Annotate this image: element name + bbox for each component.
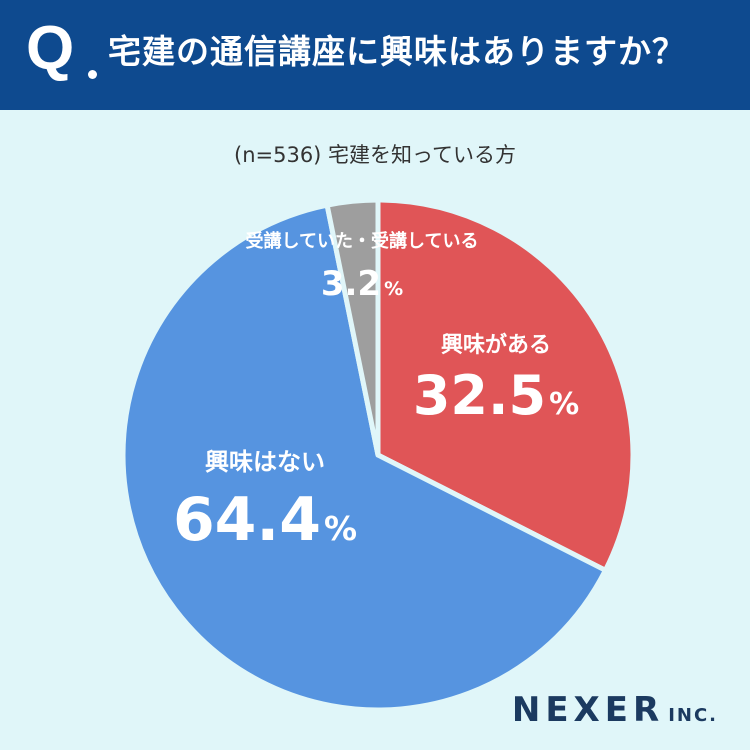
slice-value-label-3: 3.2%	[321, 264, 403, 304]
pie-slice-2	[120, 202, 608, 713]
pie-slice-1	[375, 197, 636, 573]
q-dot-icon	[88, 70, 97, 79]
logo-main: NEXER	[511, 690, 665, 730]
question-header: Q 宅建の通信講座に興味はありますか？	[0, 0, 750, 110]
sample-subtitle: (n=536) 宅建を知っている方	[234, 143, 516, 167]
pie-slice-3	[324, 197, 381, 458]
logo-inc: INC.	[668, 705, 718, 726]
slice-category-label-1: 興味がある	[441, 332, 551, 358]
slice-value-label-2: 64.4%	[173, 485, 357, 555]
slice-category-label-3: 受講していた・受講している	[246, 230, 479, 252]
slice-category-label-2: 興味はない	[205, 448, 325, 476]
question-text: 宅建の通信講座に興味はありますか？	[108, 32, 686, 71]
nexer-logo: NEXER INC.	[512, 690, 718, 736]
slice-value-label-1: 32.5%	[413, 364, 579, 427]
q-mark: Q	[26, 14, 75, 83]
